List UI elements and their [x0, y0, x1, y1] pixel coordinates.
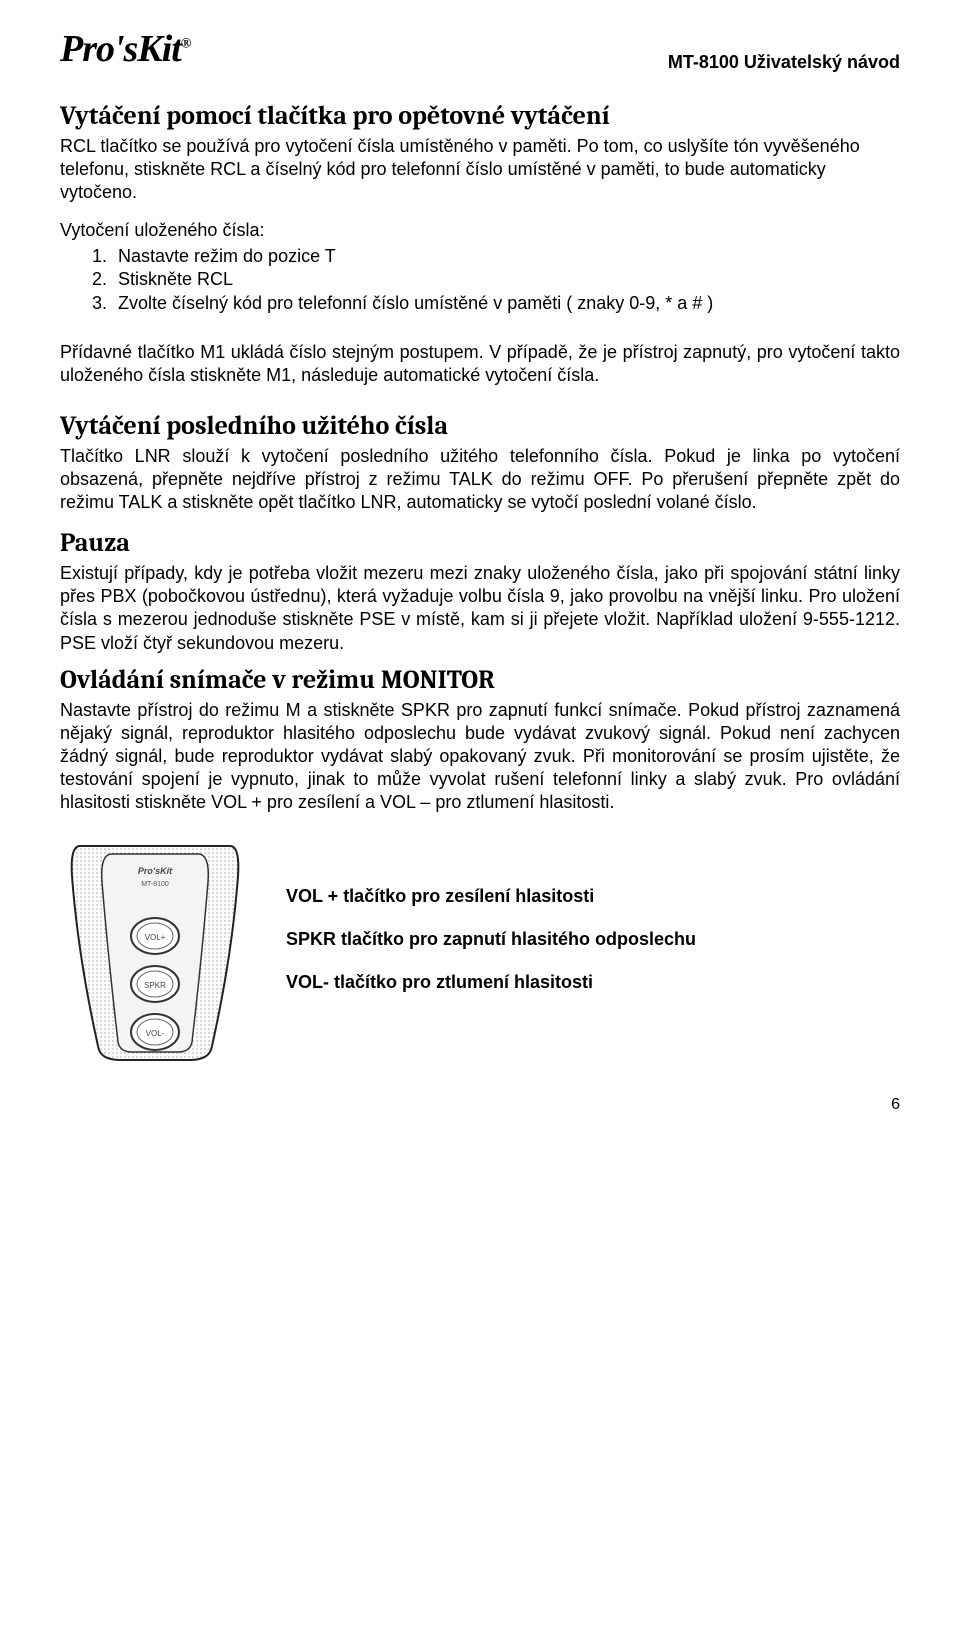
section-monitor: Ovládání snímače v režimu MONITOR Nastav…: [60, 665, 900, 814]
svg-text:VOL+: VOL+: [145, 933, 166, 942]
svg-text:Pro'sKit: Pro'sKit: [138, 866, 173, 876]
paragraph: Tlačítko LNR slouží k vytočení posledníh…: [60, 445, 900, 514]
logo-reg: ®: [181, 36, 190, 51]
paragraph: Přídavné tlačítko M1 ukládá číslo stejný…: [60, 341, 900, 387]
section-last-number: Vytáčení posledního užitého čísla Tlačít…: [60, 411, 900, 514]
page-number: 6: [60, 1096, 900, 1114]
device-illustration: Pro'sKit MT-8100 VOL+ SPKR VOL-: [60, 836, 250, 1066]
heading-redial: Vytáčení pomocí tlačítka pro opětovné vy…: [60, 101, 900, 131]
list-item: Stiskněte RCL: [112, 268, 900, 291]
heading-monitor: Ovládání snímače v režimu MONITOR: [60, 665, 900, 695]
header: Pro'sKit® MT-8100 Uživatelský návod: [60, 30, 900, 73]
button-labels: VOL + tlačítko pro zesílení hlasitosti S…: [286, 886, 696, 1015]
list-item: Nastavte režim do pozice T: [112, 245, 900, 268]
paragraph: Existují případy, kdy je potřeba vložit …: [60, 562, 900, 654]
numbered-list: Nastavte režim do pozice T Stiskněte RCL…: [112, 245, 900, 315]
svg-text:MT-8100: MT-8100: [141, 881, 169, 888]
paragraph: Nastavte přístroj do režimu M a stisknět…: [60, 699, 900, 814]
heading-last-number: Vytáčení posledního užitého čísla: [60, 411, 900, 441]
svg-text:SPKR: SPKR: [144, 981, 166, 990]
list-item: Zvolte číselný kód pro telefonní číslo u…: [112, 292, 900, 315]
section-redial-button: Vytáčení pomocí tlačítka pro opětovné vy…: [60, 101, 900, 387]
device-illustration-block: Pro'sKit MT-8100 VOL+ SPKR VOL- VOL + tl…: [60, 836, 900, 1066]
document-id: MT-8100 Uživatelský návod: [668, 52, 900, 73]
section-pause: Pauza Existují případy, kdy je potřeba v…: [60, 528, 900, 654]
list-label: Vytočení uloženého čísla:: [60, 220, 900, 241]
heading-pause: Pauza: [60, 528, 900, 558]
brand-logo: Pro'sKit®: [60, 30, 190, 68]
logo-text: Pro'sKit: [60, 28, 181, 70]
svg-text:VOL-: VOL-: [146, 1029, 165, 1038]
label-spkr: SPKR tlačítko pro zapnutí hlasitého odpo…: [286, 929, 696, 950]
label-vol-plus: VOL + tlačítko pro zesílení hlasitosti: [286, 886, 696, 907]
paragraph: RCL tlačítko se používá pro vytočení čís…: [60, 135, 900, 204]
label-vol-minus: VOL- tlačítko pro ztlumení hlasitosti: [286, 972, 696, 993]
